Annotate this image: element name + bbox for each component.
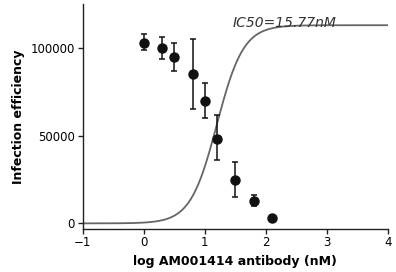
X-axis label: log AM001414 antibody (nM): log AM001414 antibody (nM) [133,255,337,268]
Y-axis label: Infection efficiency: Infection efficiency [12,49,25,184]
Text: IC50=15.77nM: IC50=15.77nM [232,16,336,30]
